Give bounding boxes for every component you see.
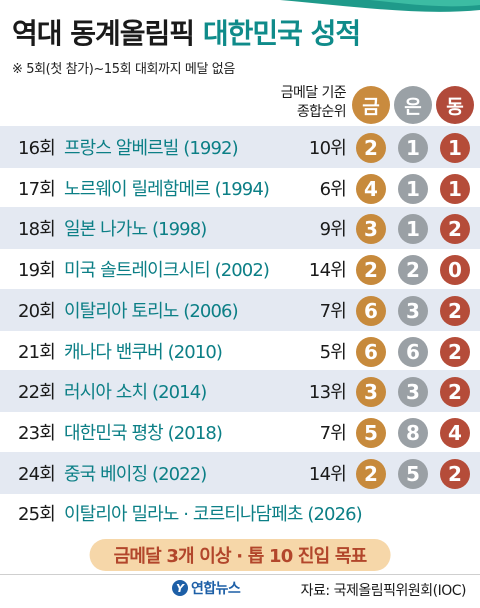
- silver-medal-count: 8: [398, 417, 428, 448]
- table-row: 21회 캐나다 밴쿠버 (2010) 5위 6 6 2: [0, 330, 480, 372]
- bronze-medal-count: 1: [440, 173, 470, 204]
- bronze-medal-count: 1: [440, 133, 470, 163]
- row-session: 17회: [18, 178, 56, 200]
- bronze-medal-count: 2: [440, 377, 470, 408]
- decorative-ribbon: [260, 0, 480, 16]
- subtitle-note: ※ 5회(첫 참가)~15회 대회까지 메달 없음: [12, 62, 235, 77]
- bronze-medal-count: 0: [440, 255, 470, 286]
- bronze-medal-count: 4: [440, 417, 470, 448]
- row-host: 이탈리아 토리노 (2006): [64, 300, 239, 322]
- source-note: 자료: 국제올림픽위원회(IOC): [300, 583, 467, 599]
- row-session: 23회: [18, 422, 56, 444]
- row-session: 19회: [18, 260, 56, 282]
- silver-medal-count: 1: [398, 214, 428, 245]
- agency-name: 연합뉴스: [191, 581, 241, 597]
- table-row: 24회 중국 베이징 (2022) 14위 2 5 2: [0, 451, 480, 494]
- table-row: 17회 노르웨이 릴레함메르 (1994) 6위 4 1 1: [0, 167, 480, 209]
- row-host: 이탈리아 밀라노 · 코르티나담페초 (2026): [64, 504, 363, 526]
- row-rank: 10위: [308, 138, 347, 159]
- row-rank: 6위: [319, 178, 347, 200]
- row-host: 대한민국 평창 (2018): [64, 422, 223, 444]
- row-rank: 7위: [319, 300, 347, 322]
- row-session: 21회: [18, 341, 56, 363]
- table-row: 16회 프랑스 알베르빌 (1992) 10위 2 1 1: [0, 126, 480, 168]
- row-session: 22회: [18, 382, 56, 404]
- footer-divider: [0, 574, 480, 575]
- title-part2: 대한민국 성적: [202, 17, 361, 50]
- silver-medal-count: 6: [398, 336, 428, 367]
- bronze-medal-count: 2: [440, 336, 470, 367]
- row-host: 일본 나가노 (1998): [64, 219, 207, 241]
- gold-medal-count: 3: [356, 377, 386, 408]
- row-session: 20회: [18, 300, 56, 322]
- gold-medal-count: 2: [356, 255, 386, 286]
- row-session: 16회: [18, 138, 56, 159]
- row-host: 캐나다 밴쿠버 (2010): [64, 341, 223, 363]
- table-row: 23회 대한민국 평창 (2018) 7위 5 8 4: [0, 411, 480, 453]
- row-rank: 13위: [308, 382, 347, 404]
- gold-medal-header-icon: 금: [352, 86, 390, 124]
- gold-medal-count: 4: [356, 173, 386, 204]
- row-session: 25회: [18, 504, 56, 526]
- silver-medal-count: 3: [398, 377, 428, 408]
- silver-medal-count: 1: [398, 173, 428, 204]
- silver-medal-header-icon: 은: [394, 86, 432, 124]
- gold-medal-count: 2: [356, 133, 386, 163]
- bronze-medal-header-icon: 동: [436, 86, 474, 124]
- gold-medal-count: 6: [356, 295, 386, 326]
- gold-medal-count: 3: [356, 214, 386, 245]
- bronze-medal-count: 2: [440, 295, 470, 326]
- row-rank: 7위: [319, 422, 347, 444]
- row-host: 중국 베이징 (2022): [64, 463, 207, 485]
- rank-header-line2: 종합순위: [296, 104, 347, 120]
- table-row: 25회 이탈리아 밀라노 · 코르티나담페초 (2026): [0, 492, 480, 534]
- table-row: 19회 미국 솔트레이크시티 (2002) 14위 2 2 0: [0, 248, 480, 290]
- table-row: 20회 이탈리아 토리노 (2006) 7위 6 3 2: [0, 288, 480, 331]
- silver-medal-count: 2: [398, 255, 428, 286]
- row-host: 노르웨이 릴레함메르 (1994): [64, 178, 270, 200]
- row-rank: 5위: [319, 341, 347, 363]
- gold-medal-count: 6: [356, 336, 386, 367]
- row-rank: 9위: [319, 219, 347, 241]
- title-part1: 역대 동계올림픽: [12, 17, 195, 50]
- row-session: 24회: [18, 463, 56, 485]
- rank-header: 금메달 기준 종합순위: [254, 84, 347, 122]
- bronze-medal-count: 2: [440, 458, 470, 489]
- row-host: 러시아 소치 (2014): [64, 382, 207, 404]
- agency-logo-icon: Y: [172, 580, 188, 596]
- silver-medal-count: 3: [398, 295, 428, 326]
- row-rank: 14위: [308, 260, 347, 282]
- bronze-medal-count: 2: [440, 214, 470, 245]
- agency-logo: Y 연합뉴스: [172, 578, 241, 598]
- rank-header-line1: 금메달 기준: [280, 85, 347, 101]
- row-host: 미국 솔트레이크시티 (2002): [64, 260, 270, 282]
- row-session: 18회: [18, 219, 56, 241]
- table-row: 18회 일본 나가노 (1998) 9위 3 1 2: [0, 207, 480, 250]
- gold-medal-count: 2: [356, 458, 386, 489]
- row-rank: 14위: [308, 463, 347, 485]
- row-host: 프랑스 알베르빌 (1992): [64, 138, 239, 159]
- goal-badge: 금메달 3개 이상 · 톱 10 진입 목표: [89, 539, 391, 571]
- silver-medal-count: 1: [398, 133, 428, 163]
- gold-medal-count: 5: [356, 417, 386, 448]
- page-title: 역대 동계올림픽 대한민국 성적: [12, 12, 361, 52]
- table-row: 22회 러시아 소치 (2014) 13위 3 3 2: [0, 370, 480, 413]
- silver-medal-count: 5: [398, 458, 428, 489]
